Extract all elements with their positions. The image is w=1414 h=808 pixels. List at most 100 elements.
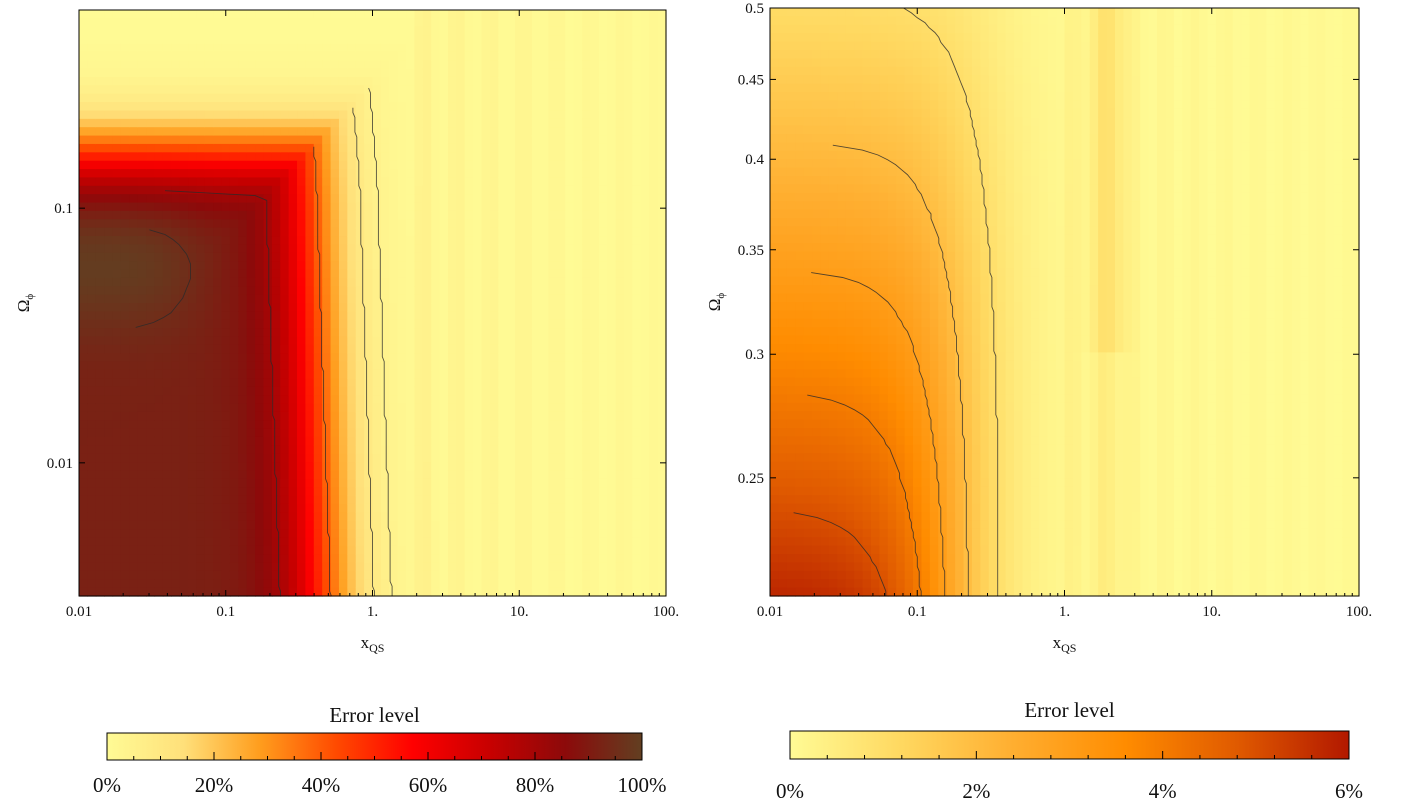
heatmap-cell [305, 118, 315, 128]
heatmap-cell [79, 545, 88, 555]
heatmap-cell [162, 562, 172, 572]
heatmap-cell [531, 68, 541, 78]
heatmap-cell [95, 219, 105, 229]
heatmap-cell [188, 110, 197, 120]
heatmap-cell [355, 487, 365, 497]
heatmap-cell [657, 403, 667, 413]
heatmap-cell [414, 294, 424, 304]
heatmap-cell [548, 353, 558, 363]
heatmap-cell [548, 445, 558, 455]
heatmap-cell [313, 554, 323, 564]
heatmap-cell [540, 10, 550, 19]
heatmap-cell [322, 43, 332, 53]
heatmap-cell [313, 252, 323, 262]
heatmap-cell [129, 35, 139, 45]
heatmap-cell [221, 369, 231, 379]
heatmap-cell [330, 336, 340, 346]
heatmap-cell [582, 10, 592, 19]
heatmap-cell [129, 361, 139, 371]
heatmap-cell [498, 110, 508, 120]
heatmap-cell [95, 545, 105, 555]
heatmap-cell [657, 378, 667, 388]
heatmap-cell [431, 520, 441, 530]
heatmap-cell [162, 369, 172, 379]
heatmap-cell [422, 361, 432, 371]
heatmap-cell [456, 436, 466, 446]
heatmap-cell [355, 219, 365, 229]
heatmap-cell [607, 570, 617, 580]
heatmap-cell [439, 587, 449, 597]
heatmap-cell [238, 244, 248, 254]
heatmap-cell [506, 529, 516, 538]
heatmap-cell [439, 277, 449, 287]
heatmap-cell [95, 261, 105, 271]
heatmap-cell [288, 219, 298, 229]
heatmap-cell [364, 529, 374, 538]
heatmap-cell [87, 562, 97, 572]
heatmap-cell [87, 436, 97, 446]
heatmap-cell [171, 93, 181, 103]
heatmap-cell [657, 160, 667, 170]
heatmap-cell [556, 369, 566, 379]
heatmap-cell [615, 503, 625, 513]
heatmap-cell [498, 160, 508, 170]
heatmap-cell [179, 85, 189, 95]
heatmap-cell [598, 428, 608, 438]
heatmap-cell [498, 537, 508, 547]
heatmap-cell [464, 579, 474, 589]
heatmap-cell [213, 236, 223, 245]
heatmap-cell [162, 353, 172, 363]
heatmap-cell [422, 169, 432, 179]
heatmap-cell [481, 353, 491, 363]
heatmap-cell [129, 353, 139, 363]
heatmap-cell [389, 411, 399, 421]
heatmap-cell [515, 18, 525, 28]
heatmap-cell [213, 378, 223, 388]
heatmap-cell [229, 462, 239, 472]
heatmap-cell [120, 102, 130, 112]
heatmap-cell [171, 328, 181, 338]
heatmap-cell [196, 411, 206, 421]
heatmap-cell [632, 386, 642, 396]
heatmap-cell [188, 135, 197, 145]
heatmap-cell [129, 143, 139, 153]
heatmap-cell [770, 16, 780, 26]
heatmap-cell [120, 127, 130, 137]
heatmap-cell [263, 60, 273, 70]
heatmap-cell [364, 219, 374, 229]
heatmap-cell [87, 152, 97, 162]
heatmap-cell [313, 545, 323, 555]
heatmap-cell [380, 261, 390, 271]
heatmap-cell [565, 236, 575, 245]
heatmap-cell [506, 102, 516, 112]
heatmap-cell [456, 18, 466, 28]
heatmap-cell [523, 152, 533, 162]
heatmap-cell [120, 319, 130, 329]
heatmap-cell [154, 487, 164, 497]
heatmap-cell [506, 369, 516, 379]
heatmap-cell [607, 177, 617, 187]
heatmap-cell [213, 344, 223, 354]
heatmap-cell [288, 545, 298, 555]
heatmap-cell [657, 194, 667, 204]
heatmap-cell [640, 436, 650, 446]
heatmap-cell [355, 194, 365, 204]
heatmap-cell [523, 503, 533, 513]
heatmap-cell [129, 369, 139, 379]
heatmap-cell [171, 277, 181, 287]
heatmap-cell [162, 194, 172, 204]
heatmap-cell [447, 436, 457, 446]
heatmap-cell [414, 18, 424, 28]
heatmap-cell [422, 26, 432, 36]
heatmap-cell [422, 445, 432, 455]
heatmap-cell [196, 462, 206, 472]
heatmap-cell [104, 520, 114, 530]
heatmap-cell [640, 520, 650, 530]
heatmap-cell [179, 336, 189, 346]
heatmap-cell [95, 169, 105, 179]
heatmap-cell [95, 386, 105, 396]
heatmap-cell [238, 512, 248, 522]
heatmap-cell [389, 252, 399, 262]
heatmap-cell [640, 462, 650, 472]
